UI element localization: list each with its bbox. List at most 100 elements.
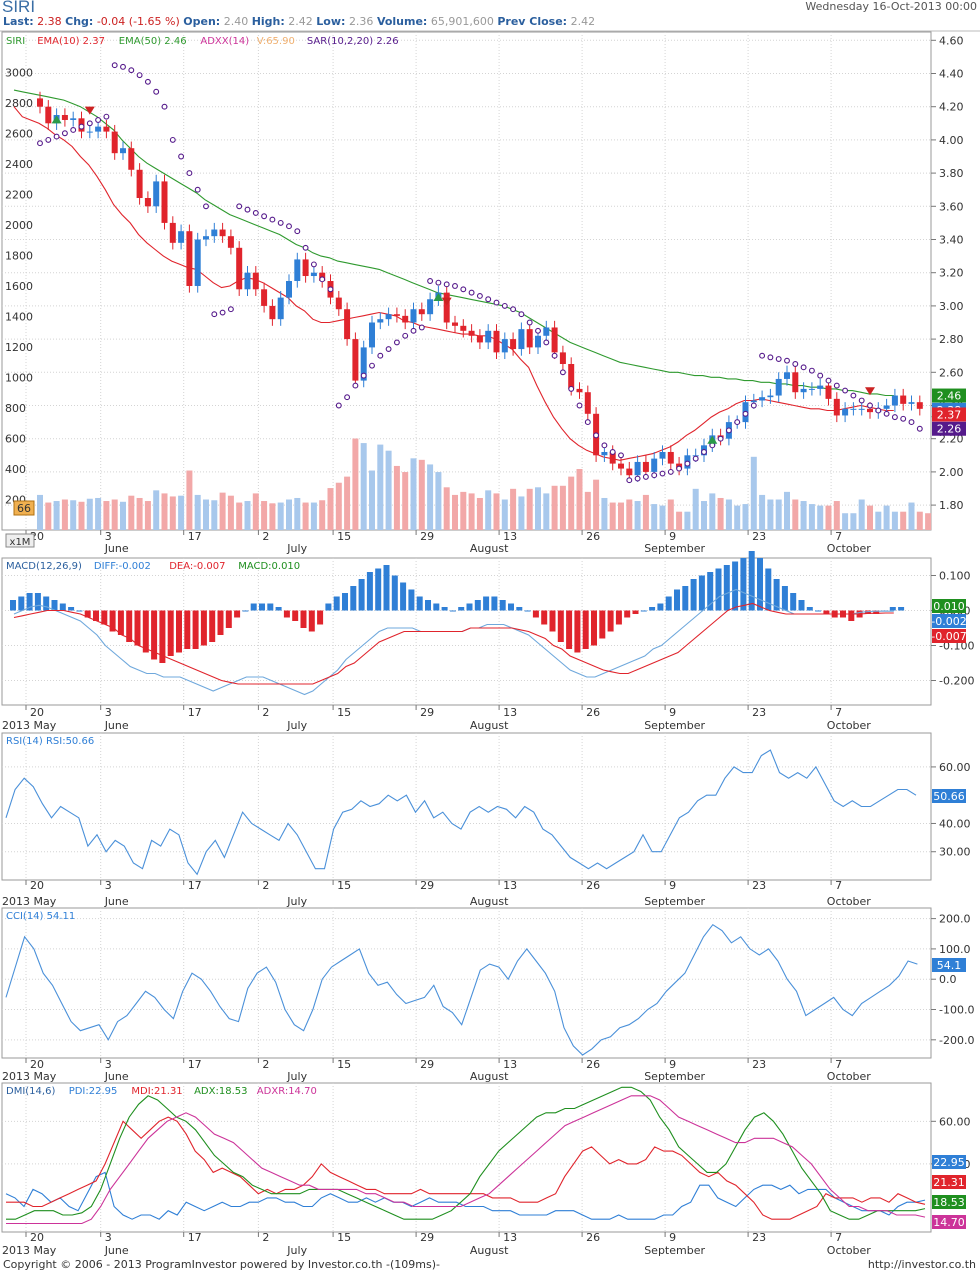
volume-axis-label: 2000 [5,219,33,232]
candle-body [443,292,450,323]
chg-value: -0.04 (-1.65 %) [96,15,180,28]
macd-histogram-bar [458,607,465,611]
volume-bar [277,502,284,530]
volume-bar [53,501,60,530]
ema50-line [13,89,894,397]
copyright-text: Copyright © 2006 - 2013 ProgramInvestor … [3,1258,440,1271]
candle-body [626,468,633,476]
candle-body [551,327,558,353]
volume-bar [518,496,525,530]
sar-dot [344,394,351,401]
cci-panel-month-label: 2013 May [2,1070,57,1083]
macd-histogram-bar [76,610,83,612]
macd-histogram-bar [217,610,224,635]
volume-label: Volume: [376,15,428,28]
volume-bar [95,497,102,530]
rsi-panel-x-label: 29 [420,879,434,892]
price-panel-x-label: 9 [669,530,676,543]
candle-body [808,388,815,390]
candle-body [842,408,849,416]
rsi-axis-tick-label: 40.00 [939,817,971,830]
sar-dot [784,357,790,364]
macd-histogram-bar [342,593,348,611]
price-value-tag: 2.46 [937,390,962,403]
rsi-panel-month-label: September [644,895,705,908]
sar-dot [651,472,658,479]
chart-datetime: Wednesday 16-Oct-2013 00:00 [805,0,977,13]
sar-dot [236,203,243,210]
sar-dot [808,367,815,374]
sar-dot [875,407,882,414]
macd-histogram-bar [757,558,763,611]
candle-body [194,239,201,286]
cci-panel-x-label: 20 [30,1058,44,1071]
dmi-panel-month-label: August [470,1244,509,1257]
cci-panel-frame [1,907,932,1059]
volume-bar [593,479,600,530]
volume-bar [335,482,342,530]
dmi-value-tag-bg [932,1195,966,1209]
sar-dot [360,372,367,379]
sar-dot [568,385,575,392]
macd-histogram-bar [300,610,307,628]
dmi-panel-frame [1,1082,932,1233]
dmi-value-tag: 18.53 [933,1196,965,1209]
sar-dot [734,419,741,426]
macd-histogram-bar [574,610,581,653]
macd-histogram-bar [267,603,274,611]
macd-histogram-bar [566,610,573,649]
rsi-panel-x-label: 15 [337,879,351,892]
dmi-panel-x-label: 17 [188,1231,202,1244]
candle-body [825,385,832,399]
prev-close-value: 2.42 [570,15,596,28]
dmi-panel-x-label: 20 [30,1231,44,1244]
macd-histogram-bar [491,596,498,611]
macd-histogram-bar [167,610,174,656]
volume-bar [327,488,334,530]
volume-bar [493,493,500,530]
site-link[interactable]: http://investor.co.th [867,1258,976,1271]
candle-body [161,181,168,223]
macd-value-tag: -0.007 [931,630,966,643]
volume-bar [601,497,608,530]
candle-body [286,281,292,298]
volume-bar [427,464,434,530]
volume-bar [402,472,409,530]
volume-bar [501,499,508,530]
candle-body [261,289,268,306]
candle-body [310,272,317,277]
price-axis-tick-label: 3.80 [939,167,964,180]
macd-histogram-bar [433,603,440,611]
rsi-panel-x-label: 2 [262,879,269,892]
sar-dot [111,62,118,69]
volume-bar [261,501,268,530]
dmi-panel-x-label: 3 [105,1231,112,1244]
candle-body [900,395,907,404]
macd-panel-month-label: July [286,719,307,732]
candle-body [476,335,483,343]
volume-bar [551,485,558,530]
macd-panel-x-label: 23 [752,706,766,719]
rsi-panel-frame [1,732,932,881]
cci-axis-tick-label: -100.0 [939,1004,974,1017]
sar-dot [443,281,450,288]
macd-histogram-bar [466,603,473,611]
dmi-panel-x-label: 23 [752,1231,766,1244]
macd-histogram-bar [582,610,589,649]
macd-panel-x-label: 3 [105,706,112,719]
macd-histogram-bar [873,610,880,614]
macd-histogram-bar [151,610,158,660]
sar-dot [526,319,533,326]
sar-dot [476,292,483,299]
macd-histogram-bar [126,610,133,642]
sar-dot [277,219,284,226]
volume-axis-label: 800 [5,402,26,415]
sar-dot [817,372,824,379]
dmi-panel-x-label: 15 [337,1231,351,1244]
sar-dot [418,324,425,331]
candle-body [86,131,93,133]
sar-dot [667,468,674,475]
candle-body [759,397,766,401]
macd-histogram-bar [292,610,299,621]
